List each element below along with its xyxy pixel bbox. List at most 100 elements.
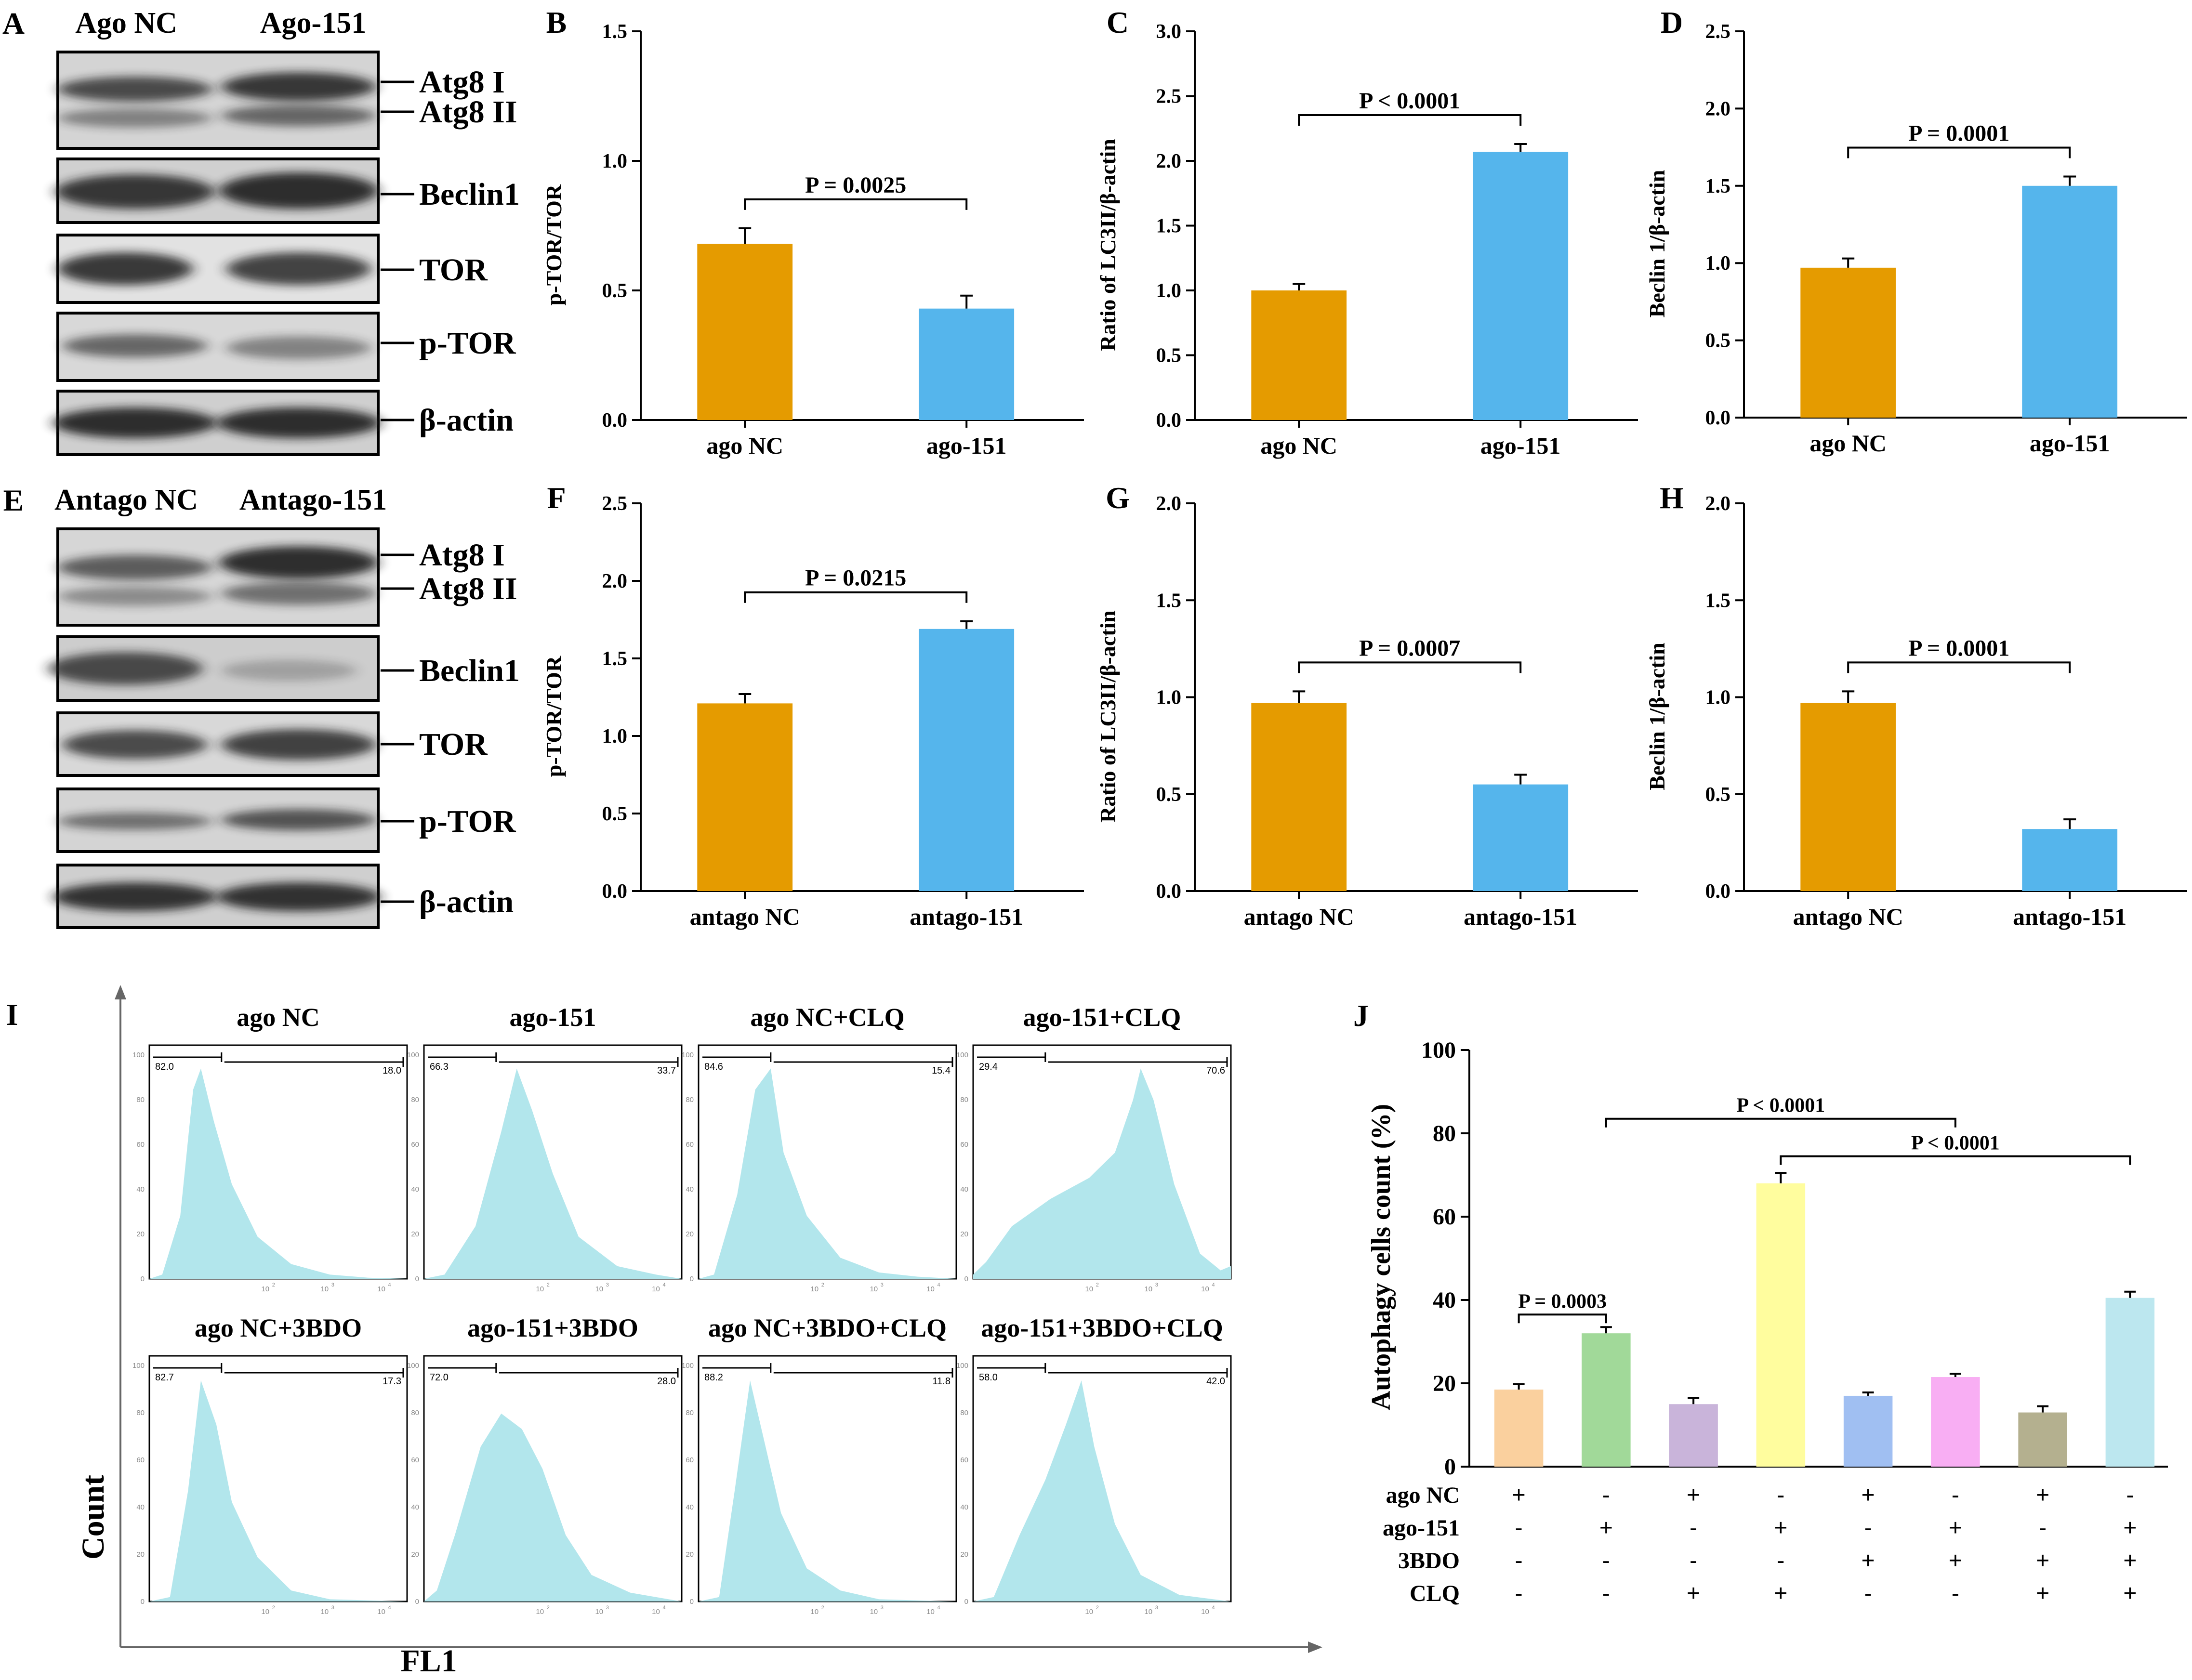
panel-letter-I: I xyxy=(6,998,18,1032)
p-value-label: P = 0.0025 xyxy=(805,172,906,198)
x-tick-label: antago NC xyxy=(1244,903,1354,930)
y-axis-label: p-TOR/TOR xyxy=(541,184,566,305)
protein-label: β-actin xyxy=(419,884,514,919)
hist-y-tick: 60 xyxy=(136,1456,145,1464)
y-tick-label: 2.5 xyxy=(602,493,628,515)
bar xyxy=(2105,1298,2155,1467)
hist-x-tick-exponent: 3 xyxy=(606,1605,609,1611)
hist-y-tick: 40 xyxy=(411,1185,419,1194)
hist-x-tick-exponent: 4 xyxy=(388,1605,391,1611)
panel-letter-H: H xyxy=(1660,481,1684,515)
y-tick-label: 2.0 xyxy=(1156,150,1182,172)
y-tick-label: 3.0 xyxy=(1156,21,1182,43)
hist-x-tick-exponent: 4 xyxy=(938,1282,940,1288)
y-tick-label: 1.0 xyxy=(1705,252,1731,275)
y-axis-label: Beclin 1/β-actin xyxy=(1645,643,1669,790)
hist-x-tick-exponent: 2 xyxy=(547,1282,550,1288)
hist-y-tick: 100 xyxy=(682,1362,694,1370)
y-tick-label: 1.5 xyxy=(1705,590,1731,612)
hist-x-tick: 10 xyxy=(536,1608,544,1616)
protein-band xyxy=(58,587,212,606)
treatment-sign: + xyxy=(1862,1483,1875,1508)
y-tick-label: 1.0 xyxy=(602,150,628,172)
protein-band xyxy=(53,882,217,911)
histogram-title: ago NC+3BDO xyxy=(195,1313,362,1342)
significance-bracket xyxy=(744,198,968,210)
y-tick-label: 0.0 xyxy=(1705,880,1731,903)
y-tick-label: 0.0 xyxy=(602,880,628,903)
histogram-area xyxy=(973,1068,1231,1279)
bar xyxy=(1251,703,1347,891)
gate-right-percent: 18.0 xyxy=(383,1065,401,1076)
treatment-sign: + xyxy=(2036,1581,2049,1606)
hist-y-tick: 100 xyxy=(682,1051,694,1059)
hist-y-tick: 40 xyxy=(411,1503,419,1511)
significance-bracket xyxy=(1847,146,2071,158)
hist-y-tick: 100 xyxy=(132,1051,145,1059)
x-tick-label: antago-151 xyxy=(1464,903,1577,930)
treatment-label: ago-151 xyxy=(1383,1515,1460,1541)
treatment-sign: - xyxy=(1602,1581,1610,1606)
protein-band xyxy=(55,174,214,209)
hist-x-tick: 10 xyxy=(320,1285,329,1293)
y-tick-label: 2.0 xyxy=(1156,493,1182,515)
hist-y-tick: 0 xyxy=(141,1598,145,1606)
protein-band xyxy=(58,77,212,102)
hist-x-tick: 10 xyxy=(1144,1608,1152,1616)
protein-band xyxy=(222,809,376,830)
y-tick-label: 0.5 xyxy=(602,803,628,825)
hist-x-tick-exponent: 2 xyxy=(272,1605,275,1611)
bar xyxy=(2018,1412,2067,1467)
x-tick-label: ago NC xyxy=(706,432,783,459)
significance-bracket xyxy=(1518,1313,1607,1324)
histogram-title: ago NC+CLQ xyxy=(750,1003,904,1032)
y-tick-label: 2.0 xyxy=(1705,98,1731,120)
treatment-sign: - xyxy=(1864,1515,1872,1541)
y-tick-label: 1.5 xyxy=(1156,590,1182,612)
hist-y-tick: 80 xyxy=(960,1409,968,1417)
histogram-title: ago-151+3BDO xyxy=(467,1313,638,1342)
p-value-label: P = 0.0001 xyxy=(1908,121,2009,146)
treatment-label: 3BDO xyxy=(1398,1548,1460,1574)
significance-bracket xyxy=(1605,1117,1956,1128)
hist-x-tick-exponent: 2 xyxy=(821,1282,824,1288)
x-tick-label: ago NC xyxy=(1260,432,1337,459)
y-tick-label: 2.5 xyxy=(1705,21,1731,43)
y-tick-label: 1.0 xyxy=(1705,687,1731,709)
hist-y-tick: 60 xyxy=(686,1456,694,1464)
hist-y-tick: 80 xyxy=(136,1096,145,1104)
hist-y-tick: 40 xyxy=(960,1185,968,1194)
treatment-sign: - xyxy=(1864,1581,1872,1606)
treatment-sign: - xyxy=(1690,1515,1697,1541)
treatment-sign: + xyxy=(1949,1515,1962,1541)
protein-band xyxy=(48,652,202,685)
treatment-sign: - xyxy=(1515,1548,1523,1574)
hist-y-tick: 60 xyxy=(411,1141,419,1149)
hist-x-tick: 10 xyxy=(261,1608,269,1616)
treatment-sign: - xyxy=(1602,1483,1610,1508)
x-tick-label: antago-151 xyxy=(2013,903,2126,930)
x-tick-label: antago-151 xyxy=(910,903,1023,930)
hist-y-tick: 0 xyxy=(415,1598,419,1606)
histogram-title: ago-151+CLQ xyxy=(1023,1003,1181,1032)
bar xyxy=(919,629,1015,891)
y-tick-label: 1.5 xyxy=(602,21,628,43)
protein-label: Atg8 I xyxy=(419,65,505,100)
bar xyxy=(1582,1333,1631,1467)
treatment-sign: + xyxy=(1687,1581,1700,1606)
y-tick-label: 1.0 xyxy=(1156,687,1182,709)
hist-y-tick: 100 xyxy=(132,1362,145,1370)
protein-band xyxy=(222,729,376,760)
protein-band xyxy=(226,336,371,359)
hist-x-tick-exponent: 4 xyxy=(663,1605,666,1611)
lane-label: Ago-151 xyxy=(260,7,366,39)
gate-right-percent: 42.0 xyxy=(1206,1376,1225,1387)
hist-x-tick-exponent: 2 xyxy=(1096,1605,1099,1611)
hist-y-tick: 60 xyxy=(960,1141,968,1149)
hist-y-tick: 100 xyxy=(956,1051,968,1059)
hist-x-tick: 10 xyxy=(377,1608,385,1616)
panel-letter-C: C xyxy=(1107,5,1129,39)
